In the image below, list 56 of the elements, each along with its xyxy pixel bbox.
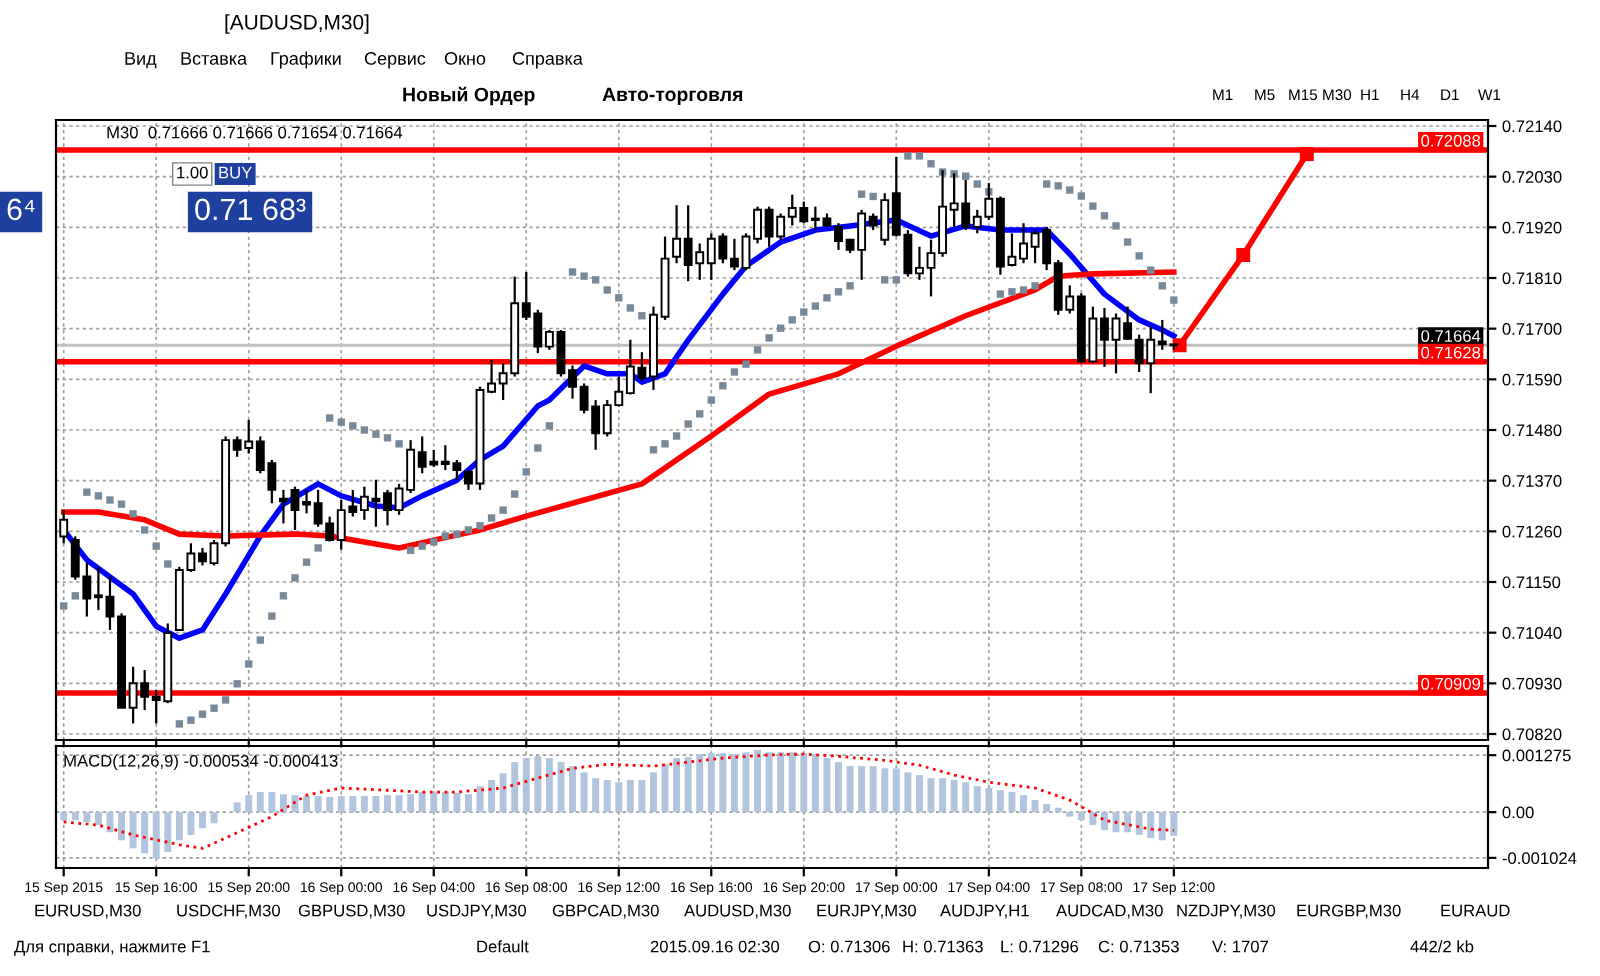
y-tick-label: 0.72140 <box>1502 120 1562 133</box>
text: USDCHF,M30 <box>177 904 280 919</box>
text: 442/2 kb <box>1410 940 1474 953</box>
text: GBPUSD,M30 <box>298 904 405 919</box>
ref-line-label: 0.70909 <box>1421 677 1481 690</box>
text: Вставка <box>181 52 248 65</box>
text: L: 0.71296 <box>1001 940 1079 953</box>
chart-title: [AUDUSD,M30] <box>225 14 369 34</box>
text: 6⁴ <box>7 198 35 221</box>
text: H: 0.71363 <box>903 940 983 953</box>
text: Для справки, нажмите F1 <box>14 940 210 956</box>
text: Сервис <box>364 52 426 69</box>
text: 2015.09.16 02:30 <box>650 940 780 953</box>
y-tick-label: 0.70820 <box>1502 728 1562 741</box>
text: Новый Ордер <box>403 86 535 106</box>
y-tick-label: 0.72030 <box>1502 171 1562 183</box>
text: USDJPY,M30 <box>427 904 527 919</box>
y-tick-label: 0.70930 <box>1502 677 1562 690</box>
text: EURGBP,M30 <box>1297 904 1401 919</box>
text: Графики <box>271 51 341 69</box>
text: EURAUD <box>1441 904 1510 917</box>
text: Default <box>477 940 529 953</box>
text: GBPCAD,M30 <box>552 904 659 919</box>
annotation: 0.71 68³ <box>195 198 306 221</box>
text: V: 1707 <box>1212 940 1268 953</box>
text: Справка <box>512 52 583 69</box>
text: Вид <box>125 52 157 69</box>
ref-line-label: 0.71664 <box>1421 330 1481 342</box>
text: NZDJPY,M30 <box>1177 904 1276 919</box>
y-tick-label: 0.001275 <box>1502 749 1571 762</box>
chart-subtitle: M30 0.71666 0.71666 0.71654 0.71664 <box>107 126 403 139</box>
ref-line-label: 0.72088 <box>1421 134 1481 147</box>
text: C: 0.71353 <box>1098 940 1179 953</box>
annotation: BUY <box>219 166 252 179</box>
y-tick-label: 0.71370 <box>1502 475 1562 487</box>
text: AUDJPY,H1 <box>940 904 1029 919</box>
y-tick-label: 0.71700 <box>1502 323 1562 335</box>
y-tick-label: 0.71920 <box>1502 221 1562 234</box>
text: O: 0.71306 <box>808 940 890 953</box>
ref-line-label: 0.71628 <box>1421 346 1481 359</box>
y-tick-label: 0.71590 <box>1502 373 1562 386</box>
y-tick-label: 0.71040 <box>1502 627 1562 639</box>
text: AUDUSD,M30 <box>684 904 791 919</box>
text: Окно <box>444 52 486 65</box>
y-tick-label: -0.001024 <box>1502 852 1577 865</box>
y-tick-label: 0.71260 <box>1502 525 1562 538</box>
y-tick-label: 0.71480 <box>1502 424 1562 437</box>
text: Авто-торговля <box>602 87 743 106</box>
text: EURJPY,M30 <box>817 904 917 919</box>
annotation: 1.00 <box>177 166 208 179</box>
y-tick-label: 0.71150 <box>1502 576 1561 589</box>
y-tick-label: 0.71810 <box>1502 272 1562 285</box>
text: AUDCAD,M30 <box>1056 904 1163 919</box>
y-tick-label: 0.00 <box>1502 806 1534 819</box>
text: EURUSD,M30 <box>35 904 141 919</box>
chart-title: MACD(12,26,9) -0.000534 -0.000413 <box>64 754 338 771</box>
